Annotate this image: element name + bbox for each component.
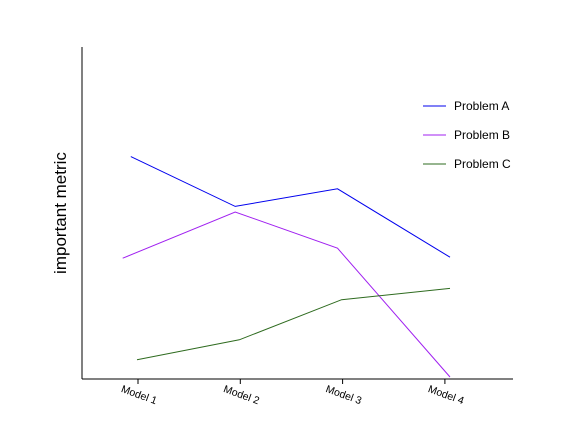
series-line-problem-b	[122, 211, 451, 378]
legend-label: Problem C	[454, 157, 511, 171]
x-tick-label: Model 1	[119, 383, 158, 407]
series-line-problem-a	[130, 156, 451, 258]
x-tick-label: Model 2	[222, 383, 261, 407]
x-tick-label: Model 4	[426, 383, 465, 407]
legend: Problem A Problem B Problem C	[423, 99, 511, 171]
series-line-problem-c	[136, 287, 451, 361]
y-axis-title: important metric	[51, 152, 70, 274]
x-tick-label: Model 3	[324, 383, 363, 407]
legend-label: Problem B	[454, 128, 510, 142]
legend-label: Problem A	[454, 99, 509, 113]
